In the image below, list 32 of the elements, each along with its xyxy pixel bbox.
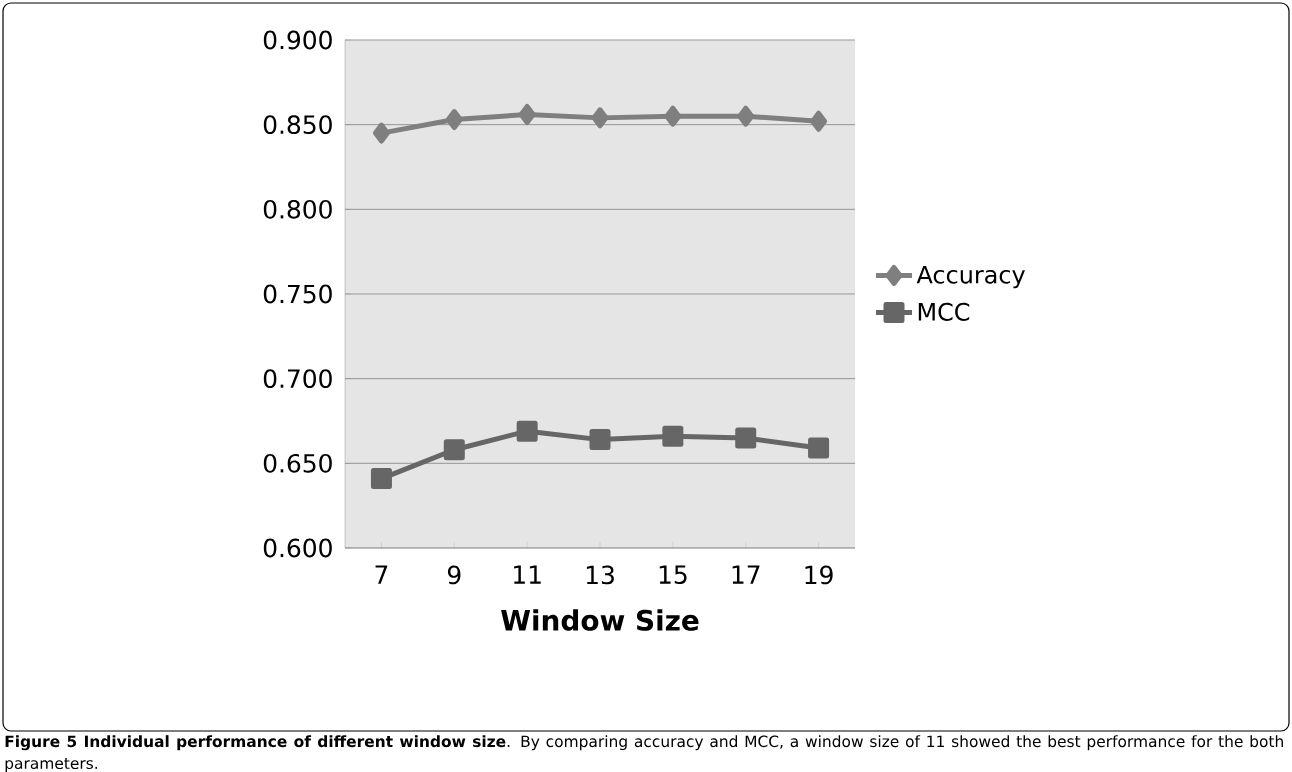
point	[662, 425, 684, 447]
point	[372, 122, 390, 144]
point	[589, 429, 611, 451]
point	[810, 110, 828, 132]
legend-label: Accuracy	[916, 265, 1025, 289]
x-tick-label: 11	[514, 565, 541, 584]
point	[737, 105, 755, 127]
text: Figure 5 Individual performance of different window size. By comparing accuracy and MCC, a window size of 11 showed the best performance for the both parameters.	[5, 735, 1283, 772]
x-axis-title: Window Size	[501, 609, 699, 631]
point	[591, 107, 609, 129]
x-tick-label: 7	[375, 565, 388, 584]
point	[518, 103, 536, 125]
x-tick-label: 13	[586, 565, 614, 585]
legend-label: MCC	[918, 302, 970, 321]
x-tick-label: 19	[805, 565, 833, 585]
point	[445, 109, 463, 131]
point	[664, 105, 682, 127]
x-tick-label: 15	[659, 565, 687, 585]
y-tick-label: 0.600	[263, 538, 332, 558]
point	[735, 427, 757, 449]
y-tick-label: 0.700	[263, 369, 332, 389]
y-tick-label: 0.650	[263, 453, 332, 473]
point	[370, 468, 392, 490]
y-tick-label: 0.900	[263, 30, 332, 50]
y-tick-label: 0.750	[263, 284, 332, 304]
point	[808, 437, 830, 459]
y-tick-label: 0.850	[263, 115, 332, 135]
point	[516, 420, 538, 442]
x-tick-label: 17	[732, 565, 760, 584]
y-tick-label: 0.800	[263, 199, 332, 219]
point	[443, 439, 465, 461]
x-tick-label: 9	[447, 565, 461, 585]
